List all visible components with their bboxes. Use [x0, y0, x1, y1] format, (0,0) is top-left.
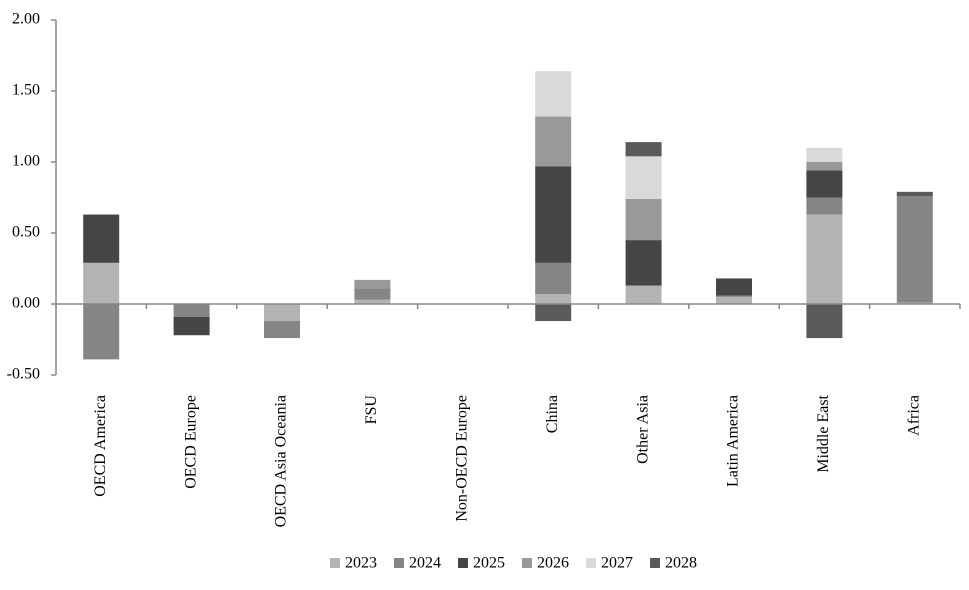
bar-segment [535, 304, 572, 322]
bar-segment [716, 278, 752, 296]
bar-segment [535, 71, 572, 117]
legend-label: 2025 [473, 555, 505, 572]
legend-swatch [394, 558, 404, 568]
y-tick-label: 1.00 [12, 153, 40, 170]
legend-label: 2024 [409, 555, 441, 572]
bar-segment [535, 262, 572, 295]
legend-swatch [650, 558, 660, 568]
x-tick-label: OECD Asia Oceania [273, 395, 290, 527]
legend-label: 2027 [601, 555, 633, 572]
x-tick-label: OECD Europe [182, 395, 199, 489]
x-tick-label: China [544, 395, 561, 433]
bar-segment [625, 198, 662, 241]
legend-swatch [522, 558, 532, 568]
bar-segment [83, 214, 120, 263]
legend-swatch [458, 558, 468, 568]
legend-label: 2023 [345, 555, 377, 572]
bar-segment [806, 197, 843, 215]
bar-segment [83, 262, 120, 304]
bar-segment [535, 294, 572, 304]
bar-segment [625, 156, 662, 199]
bar-segment [806, 214, 843, 304]
bar-segment [354, 288, 391, 300]
legend-swatch [330, 558, 340, 568]
x-tick-label: Other Asia [634, 395, 651, 464]
y-tick-label: 0.00 [12, 295, 40, 312]
x-tick-label: Middle East [815, 394, 832, 472]
x-tick-label: Latin America [725, 395, 742, 487]
legend-swatch [586, 558, 596, 568]
x-tick-label: Non-OECD Europe [453, 395, 470, 522]
legend: 2023 2024 2025 2026 2027 2028 [330, 555, 697, 572]
bar-segment [625, 240, 662, 286]
bar-segment [625, 285, 662, 304]
bar-segment [806, 304, 843, 339]
bar-segment [354, 299, 391, 304]
bar-segment [354, 279, 391, 289]
x-tick-label: Africa [905, 395, 922, 436]
bar-segment [806, 147, 843, 162]
bar-segment [264, 304, 300, 322]
bar-segment [896, 191, 933, 197]
bar-segment [173, 304, 210, 317]
x-tick-label: FSU [363, 395, 380, 425]
bar-segment [716, 295, 752, 297]
bar-segment [806, 162, 843, 171]
y-tick-label: -0.50 [7, 366, 40, 383]
x-tick-label: OECD America [92, 395, 109, 497]
bar-segment [535, 166, 572, 263]
bar-segment [806, 170, 843, 198]
y-tick-label: 1.50 [12, 82, 40, 99]
bar-segment [896, 196, 933, 303]
legend-label: 2028 [665, 555, 697, 572]
bar-segment [625, 142, 662, 157]
bar-segment [83, 304, 120, 360]
legend-label: 2026 [537, 555, 569, 572]
bar-segment [173, 316, 210, 336]
y-tick-label: 2.00 [12, 11, 40, 28]
y-tick-label: 0.50 [12, 224, 40, 241]
bar-segment [264, 321, 300, 339]
bar-segment [716, 296, 752, 304]
bar-segment [535, 116, 572, 167]
